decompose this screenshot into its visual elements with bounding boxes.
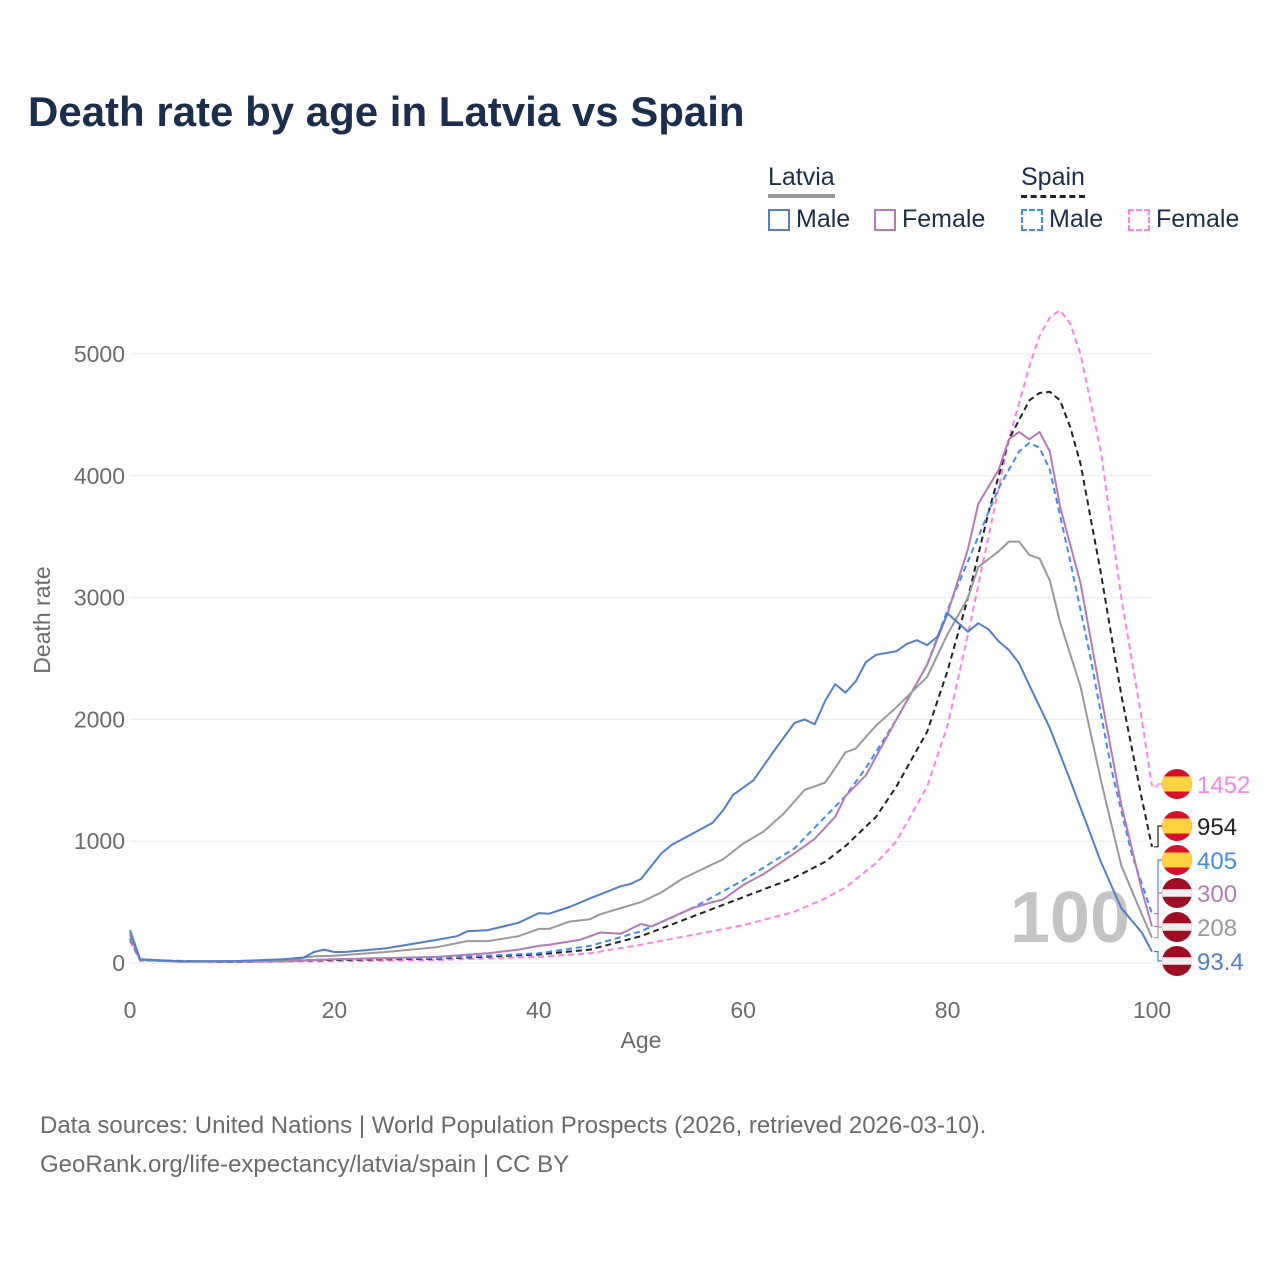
spain-flag-icon xyxy=(1162,811,1192,841)
legend-item-latvia-female[interactable]: Female xyxy=(874,205,985,234)
legend-item-spain-male[interactable]: Male xyxy=(1021,205,1103,234)
x-tick-label: 100 xyxy=(1133,997,1171,1023)
legend-group-title: Spain xyxy=(1021,163,1085,191)
chart-title: Death rate by age in Latvia vs Spain xyxy=(28,88,745,135)
y-axis-label: Death rate xyxy=(29,566,55,673)
legend-item-latvia-male[interactable]: Male xyxy=(768,205,850,234)
x-axis-label: Age xyxy=(621,1027,662,1053)
series-line-latvia-total[interactable] xyxy=(129,540,1153,963)
x-tick-label: 20 xyxy=(322,997,348,1023)
source-line-2[interactable]: GeoRank.org/life-expectancy/latvia/spain… xyxy=(40,1151,570,1178)
legend-group-title: Latvia xyxy=(768,163,835,191)
legend-label: Female xyxy=(1156,205,1240,233)
series-line-spain-female[interactable] xyxy=(129,309,1153,963)
legend-swatch xyxy=(768,208,790,231)
end-label-connector xyxy=(1154,783,1164,787)
end-label-connector xyxy=(1154,825,1164,848)
x-tick-label: 0 xyxy=(124,997,137,1023)
year-watermark: 100 xyxy=(1010,878,1130,958)
source-note: Data sources: United Nations | World Pop… xyxy=(40,1106,986,1184)
latvia-flag-icon xyxy=(1162,878,1192,908)
end-label-connector xyxy=(1154,892,1164,928)
legend-label: Male xyxy=(1049,205,1104,233)
latvia-flag-icon xyxy=(1162,912,1192,942)
latvia-flag-icon xyxy=(1162,946,1192,976)
source-line-1: Data sources: United Nations | World Pop… xyxy=(40,1112,987,1139)
x-tick-label: 60 xyxy=(730,997,756,1023)
y-tick-label: 1000 xyxy=(74,828,125,854)
series-line-latvia-male[interactable] xyxy=(129,612,1153,963)
legend-label: Female xyxy=(902,205,986,233)
x-tick-label: 40 xyxy=(526,997,552,1023)
end-label-connector xyxy=(1154,926,1164,939)
y-tick-label: 0 xyxy=(112,950,125,976)
legend-item-spain-female[interactable]: Female xyxy=(1128,205,1239,234)
series-line-spain-total[interactable] xyxy=(129,390,1153,963)
legend-swatch xyxy=(1128,208,1150,231)
y-tick-label: 5000 xyxy=(74,341,125,367)
legend-label: Male xyxy=(796,205,851,233)
end-value-label: 405 xyxy=(1197,848,1237,875)
legend-latvia-line-swatch xyxy=(768,194,835,198)
end-value-label: 1452 xyxy=(1197,772,1250,799)
end-label-connector xyxy=(1154,951,1164,962)
legend-swatch xyxy=(1021,208,1043,231)
end-value-label: 93.4 xyxy=(1197,949,1244,976)
series-line-spain-male[interactable] xyxy=(129,441,1153,963)
x-tick-label: 80 xyxy=(935,997,961,1023)
y-tick-label: 2000 xyxy=(74,706,125,732)
legend-spain-line-swatch xyxy=(1021,195,1085,198)
legend-swatch xyxy=(874,208,896,231)
end-value-label: 954 xyxy=(1197,814,1237,841)
end-value-label: 300 xyxy=(1197,881,1237,908)
series-line-latvia-female[interactable] xyxy=(129,431,1153,963)
spain-flag-icon xyxy=(1162,845,1192,875)
end-value-label: 208 xyxy=(1197,915,1237,942)
y-tick-label: 3000 xyxy=(74,585,125,611)
y-tick-label: 4000 xyxy=(74,463,125,489)
legend-group-latvia: Latvia xyxy=(768,163,835,198)
end-label-connector xyxy=(1154,859,1164,915)
legend-group-spain: Spain xyxy=(1021,163,1085,198)
spain-flag-icon xyxy=(1162,769,1192,799)
